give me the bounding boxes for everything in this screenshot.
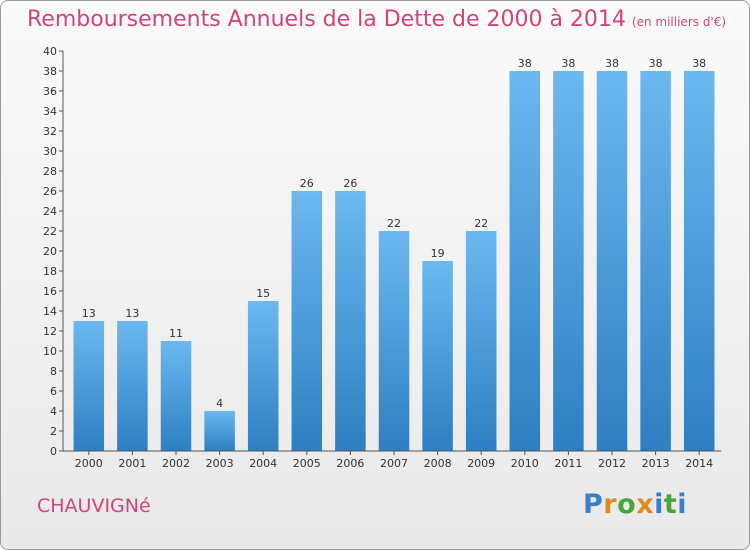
bar-2014: [683, 71, 715, 451]
y-tick-label: 4: [50, 405, 57, 418]
bar-2001: [117, 321, 148, 451]
x-tick-label-2006: 2006: [336, 457, 364, 470]
y-tick-label: 8: [50, 365, 57, 378]
y-tick-label: 38: [43, 65, 57, 78]
value-label-2002: 11: [169, 327, 183, 340]
logo-letter: t: [663, 489, 678, 520]
bar-2007: [378, 231, 410, 451]
y-tick-label: 20: [43, 245, 57, 258]
x-tick-label-2009: 2009: [467, 457, 495, 470]
x-tick-label-2007: 2007: [380, 457, 408, 470]
value-label-2004: 15: [256, 287, 270, 300]
bar-2003: [204, 411, 235, 451]
bar-2005: [291, 191, 323, 451]
bar-2012: [596, 71, 628, 451]
bar-2002: [160, 341, 192, 451]
x-tick-label-2002: 2002: [162, 457, 190, 470]
bar-2000: [73, 321, 105, 451]
unit-note: (en milliers d'€): [631, 15, 727, 29]
x-tick-label-2010: 2010: [511, 457, 539, 470]
commune-name: CHAUVIGNé: [37, 495, 151, 517]
y-tick-label: 40: [43, 45, 57, 58]
y-tick-label: 30: [43, 145, 57, 158]
y-tick-label: 6: [50, 385, 57, 398]
y-tick-label: 32: [43, 125, 57, 138]
value-label-2009: 22: [474, 217, 488, 230]
value-label-2008: 19: [431, 247, 445, 260]
x-tick-label-2012: 2012: [598, 457, 626, 470]
y-tick-label: 12: [43, 325, 57, 338]
y-tick-label: 26: [43, 185, 57, 198]
y-tick-label: 16: [43, 285, 57, 298]
logo-letter: i: [654, 489, 664, 520]
chart-title: Remboursements Annuels de la Dette de 20…: [27, 7, 727, 32]
x-tick-label-2004: 2004: [249, 457, 277, 470]
x-tick-label-2000: 2000: [75, 457, 103, 470]
value-label-2010: 38: [518, 57, 532, 70]
x-tick-label-2013: 2013: [642, 457, 670, 470]
logo-letter: P: [583, 489, 604, 520]
bar-2004: [247, 301, 279, 451]
value-label-2011: 38: [561, 57, 575, 70]
y-tick-label: 22: [43, 225, 57, 238]
value-label-2006: 26: [343, 177, 357, 190]
y-tick-label: 36: [43, 85, 57, 98]
proxiti-logo: Proxiti: [583, 489, 687, 520]
value-label-2014: 38: [692, 57, 706, 70]
logo-letter: o: [617, 489, 637, 520]
logo-letter: r: [603, 489, 618, 520]
x-tick-label-2003: 2003: [206, 457, 234, 470]
bar-2008: [422, 261, 453, 451]
bar-2010: [509, 71, 541, 451]
y-tick-label: 18: [43, 265, 57, 278]
bar-2006: [335, 191, 366, 451]
bars-group: 13 13 11 4 15 26 26 22 19 22 38 38 38 38 38: [73, 57, 715, 451]
logo-letter: x: [636, 489, 655, 520]
value-label-2000: 13: [82, 307, 96, 320]
x-tick-label-2001: 2001: [118, 457, 146, 470]
bar-2013: [640, 71, 671, 451]
bar-2009: [465, 231, 497, 451]
value-label-2007: 22: [387, 217, 401, 230]
y-tick-label: 28: [43, 165, 57, 178]
value-label-2013: 38: [649, 57, 663, 70]
value-label-2003: 4: [216, 397, 223, 410]
x-axis: 2000 2001 2002 2003 2004 2005 2006 2007 2008 2009…: [63, 450, 721, 470]
x-tick-label-2005: 2005: [293, 457, 321, 470]
value-label-2001: 13: [125, 307, 139, 320]
y-tick-label: 34: [43, 105, 57, 118]
y-tick-label: 10: [43, 345, 57, 358]
y-tick-label: 24: [43, 205, 57, 218]
value-label-2005: 26: [300, 177, 314, 190]
x-tick-label-2014: 2014: [685, 457, 713, 470]
x-tick-label-2008: 2008: [424, 457, 452, 470]
y-tick-label: 14: [43, 305, 57, 318]
x-tick-label-2011: 2011: [554, 457, 582, 470]
value-label-2012: 38: [605, 57, 619, 70]
y-tick-label: 0: [50, 445, 57, 458]
bar-2011: [553, 71, 584, 451]
logo-letter: i: [677, 489, 688, 520]
y-tick-label: 2: [50, 425, 57, 438]
